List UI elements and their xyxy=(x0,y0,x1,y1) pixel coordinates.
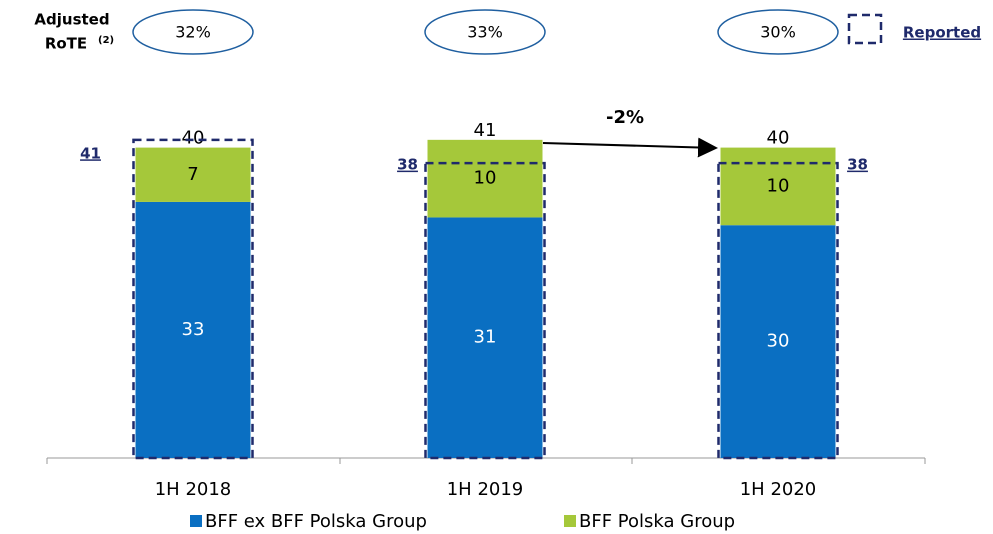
segment-label: 33 xyxy=(182,319,205,340)
x-tick-label: 1H 2020 xyxy=(740,479,817,500)
x-tick-label: 1H 2019 xyxy=(447,479,524,500)
bar-segment xyxy=(135,201,251,459)
bar-segment xyxy=(135,147,251,202)
total-label: 40 xyxy=(767,128,790,149)
reported-label: 38 xyxy=(397,156,418,174)
bar-segment xyxy=(720,147,836,226)
rote-ellipse xyxy=(424,9,546,55)
segment-label: 31 xyxy=(474,327,497,348)
bar-segment xyxy=(427,139,543,218)
reported-box xyxy=(132,138,254,460)
arrow xyxy=(542,137,718,158)
x-tick-label: 1H 2018 xyxy=(155,479,232,500)
reported-label: 41 xyxy=(80,144,101,162)
rote-ellipse xyxy=(717,9,839,55)
total-label: 40 xyxy=(182,128,205,149)
segment-label: 10 xyxy=(474,168,497,189)
bar-segment xyxy=(427,217,543,458)
reported-legend-box xyxy=(847,13,883,45)
legend-label: BFF ex BFF Polska Group xyxy=(205,511,427,532)
rote-ellipse xyxy=(132,9,254,55)
bar-segment xyxy=(720,225,836,458)
legend-label: BFF Polska Group xyxy=(579,511,735,532)
legend-swatch xyxy=(564,515,576,527)
annotation: -2% xyxy=(606,107,644,128)
rote-value: 30% xyxy=(760,23,796,42)
rote-note: (2) xyxy=(98,35,114,46)
reported-legend-label: Reported xyxy=(903,24,981,42)
segment-label: 30 xyxy=(767,331,790,352)
legend-swatch xyxy=(190,515,202,527)
rote-value: 33% xyxy=(467,23,503,42)
total-label: 41 xyxy=(474,120,497,141)
reported-box xyxy=(424,161,546,460)
segment-label: 10 xyxy=(767,175,790,196)
rote-value: 32% xyxy=(175,23,211,42)
reported-label: 38 xyxy=(847,156,868,174)
rote-label: Adjusted xyxy=(34,11,109,29)
rote-label: RoTE xyxy=(45,35,87,53)
segment-label: 7 xyxy=(187,164,198,185)
reported-box xyxy=(717,161,839,460)
